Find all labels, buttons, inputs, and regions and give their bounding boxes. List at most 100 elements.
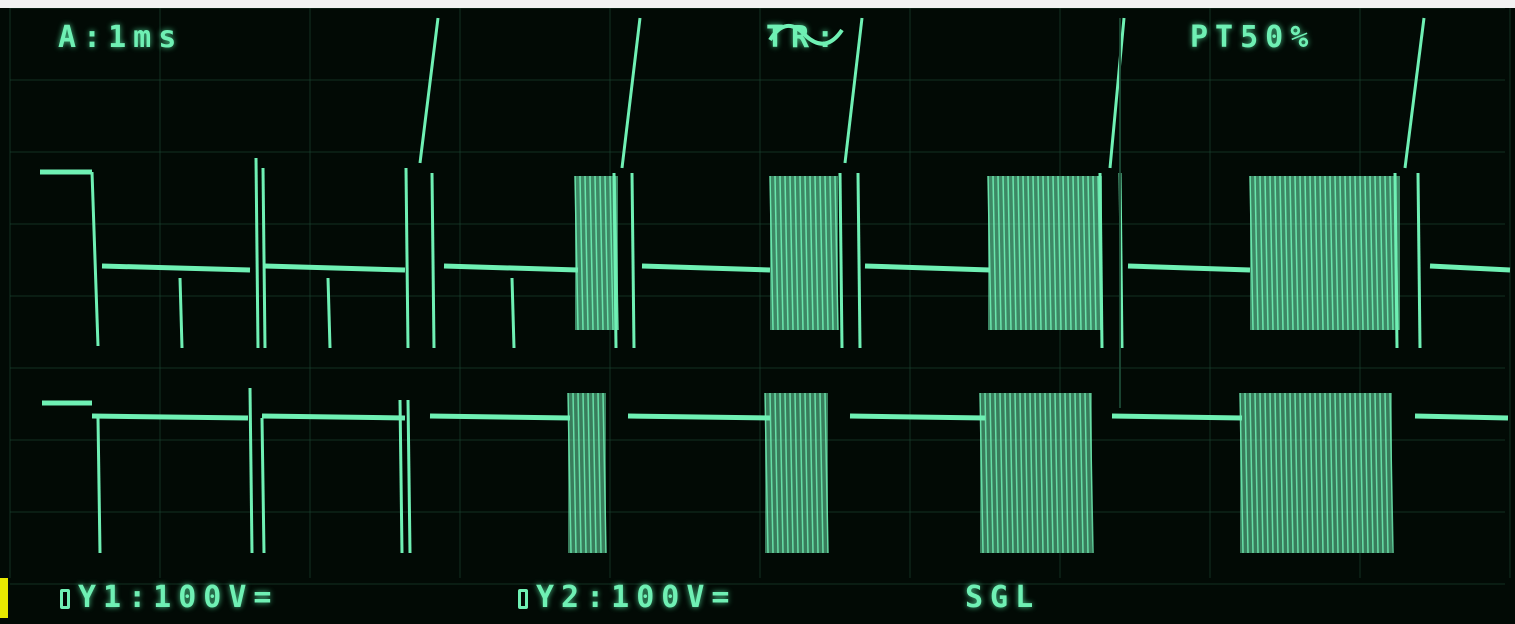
ch1-spike xyxy=(178,277,184,349)
ch2-burst-line xyxy=(989,392,994,554)
ch1-burst-line xyxy=(1299,175,1304,331)
ch2-burst-line xyxy=(979,392,984,554)
ch1-spike xyxy=(254,157,260,349)
trigger-readout: TR: xyxy=(766,20,921,55)
ac-sine-icon xyxy=(768,20,921,50)
ch2-burst-line xyxy=(597,392,602,554)
ch2-burst-line xyxy=(1279,392,1284,554)
ch2-spike xyxy=(260,417,266,554)
ch1-burst-line xyxy=(1304,175,1309,331)
ch2-burst-line xyxy=(1389,392,1394,554)
ch1-burst-line xyxy=(599,175,604,331)
ch1-burst-line xyxy=(1012,175,1017,331)
ch1-burst-line xyxy=(1092,175,1097,331)
ch2-burst-line xyxy=(994,392,999,554)
ch1-burst-line xyxy=(589,175,594,331)
ch2-burst-line xyxy=(1069,392,1074,554)
channel1-label: Y1:100V= xyxy=(78,580,279,615)
ch2-burst-line xyxy=(592,392,597,554)
ch2-burst-line xyxy=(1249,392,1254,554)
ch2-burst-line xyxy=(1309,392,1314,554)
ch2-spike xyxy=(96,417,102,554)
ch1-trace xyxy=(1429,263,1511,273)
ch2-burst-line xyxy=(984,392,989,554)
ch2-burst-line xyxy=(1269,392,1274,554)
ch2-burst-line xyxy=(1049,392,1054,554)
ch1-spike xyxy=(856,172,862,349)
ch1-burst-line xyxy=(1002,175,1007,331)
ch2-burst-line xyxy=(784,392,789,554)
ch1-burst-line xyxy=(1284,175,1289,331)
ch1-burst-line xyxy=(809,175,814,331)
ch2-burst-line xyxy=(1314,392,1319,554)
ch1-burst-line xyxy=(1339,175,1344,331)
ch2-spike xyxy=(248,387,254,554)
ch2-burst-line xyxy=(794,392,799,554)
ch2-burst-line xyxy=(774,392,779,554)
yellow-edge-mark xyxy=(0,578,8,618)
ch1-spike xyxy=(1098,172,1104,349)
ch2-burst-line xyxy=(1024,392,1029,554)
ch1-burst-line xyxy=(1259,175,1264,331)
ch2-burst-line xyxy=(1239,392,1244,554)
ch1-spike xyxy=(326,277,332,349)
ch1-spike xyxy=(261,167,267,349)
ch1-spike xyxy=(1108,17,1126,169)
ch1-burst-line xyxy=(1082,175,1087,331)
ch1-burst-line xyxy=(1334,175,1339,331)
ch2-burst-line xyxy=(1294,392,1299,554)
ch2-burst-line xyxy=(1254,392,1259,554)
mode-readout: SGL xyxy=(965,580,1041,615)
ch1-burst-line xyxy=(997,175,1002,331)
ch2-burst-line xyxy=(602,392,607,554)
ch2-burst-line xyxy=(1019,392,1024,554)
ch1-burst-line xyxy=(1077,175,1082,331)
ch1-burst-line xyxy=(1349,175,1354,331)
trigger-label: TR: xyxy=(766,20,842,55)
ch1-burst-line xyxy=(1067,175,1072,331)
ch2-burst-line xyxy=(789,392,794,554)
ch2-burst-line xyxy=(814,392,819,554)
ch1-burst-line xyxy=(1384,175,1389,331)
ch2-burst-line xyxy=(1344,392,1349,554)
ch2-trace xyxy=(849,413,986,421)
ch1-burst-line xyxy=(779,175,784,331)
ch2-burst-line xyxy=(799,392,804,554)
ch1-burst-line xyxy=(574,175,579,331)
ch2-burst-line xyxy=(824,392,829,554)
ch1-burst-line xyxy=(1314,175,1319,331)
ch1-burst-line xyxy=(834,175,839,331)
ch1-burst-line xyxy=(789,175,794,331)
ch1-burst-line xyxy=(1264,175,1269,331)
ch1-spike xyxy=(1416,172,1422,349)
ch1-spike xyxy=(418,17,440,164)
ch1-burst-line xyxy=(1037,175,1042,331)
ch1-burst-line xyxy=(594,175,599,331)
ch2-burst-line xyxy=(1354,392,1359,554)
ch2-burst-line xyxy=(582,392,587,554)
ch2-burst-line xyxy=(779,392,784,554)
top-white-strip xyxy=(0,0,1515,8)
channel2-label: Y2:100V= xyxy=(536,580,737,615)
ch2-burst-line xyxy=(1339,392,1344,554)
ch2-burst-line xyxy=(1329,392,1334,554)
ch1-spike xyxy=(1393,172,1399,349)
ch2-burst-line xyxy=(1274,392,1279,554)
ch2-burst-line xyxy=(1319,392,1324,554)
ch1-spike xyxy=(630,172,636,349)
ch1-burst-line xyxy=(1374,175,1379,331)
ch1-burst-line xyxy=(1319,175,1324,331)
ch1-burst-line xyxy=(579,175,584,331)
ch2-burst-line xyxy=(572,392,577,554)
ch2-burst-line xyxy=(577,392,582,554)
ch1-burst-line xyxy=(1309,175,1314,331)
ch2-burst-line xyxy=(1369,392,1374,554)
ch2-burst-line xyxy=(1384,392,1389,554)
ch2-burst-line xyxy=(1289,392,1294,554)
ch1-burst-line xyxy=(609,175,614,331)
channel2-readout: Y2:100V= xyxy=(518,580,737,615)
ch2-burst-line xyxy=(769,392,774,554)
ch1-spike xyxy=(620,17,642,169)
ch1-burst-line xyxy=(819,175,824,331)
ch1-burst-line xyxy=(774,175,779,331)
